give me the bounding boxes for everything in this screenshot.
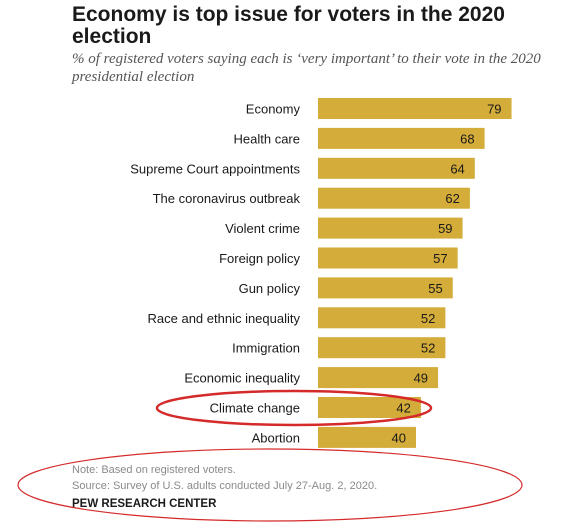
footer-source: Source: Survey of U.S. adults conducted … xyxy=(72,480,378,492)
footer-note: Note: Based on registered voters. xyxy=(72,464,236,476)
bar xyxy=(318,426,416,448)
category-label: Economy xyxy=(246,102,301,117)
bar xyxy=(318,187,470,209)
bar-value-label: 62 xyxy=(445,191,459,206)
bar-value-label: 40 xyxy=(392,430,406,445)
bar xyxy=(318,307,446,329)
bar xyxy=(318,217,463,239)
bar xyxy=(318,277,453,299)
category-label: Climate change xyxy=(210,401,300,416)
category-label: Immigration xyxy=(232,341,300,356)
category-label: Foreign policy xyxy=(219,251,300,266)
bar-value-label: 59 xyxy=(438,221,452,236)
chart-title: Economy is top issue for voters in the 2… xyxy=(72,3,505,48)
category-label: Race and ethnic inequality xyxy=(148,311,301,326)
bar-value-label: 52 xyxy=(421,341,435,356)
bar xyxy=(318,247,458,269)
category-label: Abortion xyxy=(252,430,300,445)
bar xyxy=(318,98,512,119)
bar-value-label: 68 xyxy=(460,131,474,146)
category-label: Gun policy xyxy=(239,281,301,296)
bar-value-label: 55 xyxy=(428,281,442,296)
bar xyxy=(318,367,439,389)
bar-value-label: 52 xyxy=(421,311,435,326)
bar-value-label: 42 xyxy=(396,401,410,416)
category-label: The coronavirus outbreak xyxy=(153,191,301,206)
bar xyxy=(318,157,475,179)
bar-value-label: 79 xyxy=(487,102,501,117)
bar-value-label: 64 xyxy=(450,161,464,176)
footer-organization: PEW RESEARCH CENTER xyxy=(72,498,217,510)
category-label: Economic inequality xyxy=(184,371,300,386)
category-label: Violent crime xyxy=(225,221,300,236)
bar-value-label: 57 xyxy=(433,251,447,266)
chart-subtitle: % of registered voters saying each is ‘v… xyxy=(72,51,541,85)
bar xyxy=(318,337,446,359)
chart-footer: Note: Based on registered voters. Source… xyxy=(72,462,522,512)
bar-value-label: 49 xyxy=(414,371,428,386)
category-label: Supreme Court appointments xyxy=(130,161,300,176)
category-label: Health care xyxy=(234,131,300,146)
bar xyxy=(318,127,485,149)
